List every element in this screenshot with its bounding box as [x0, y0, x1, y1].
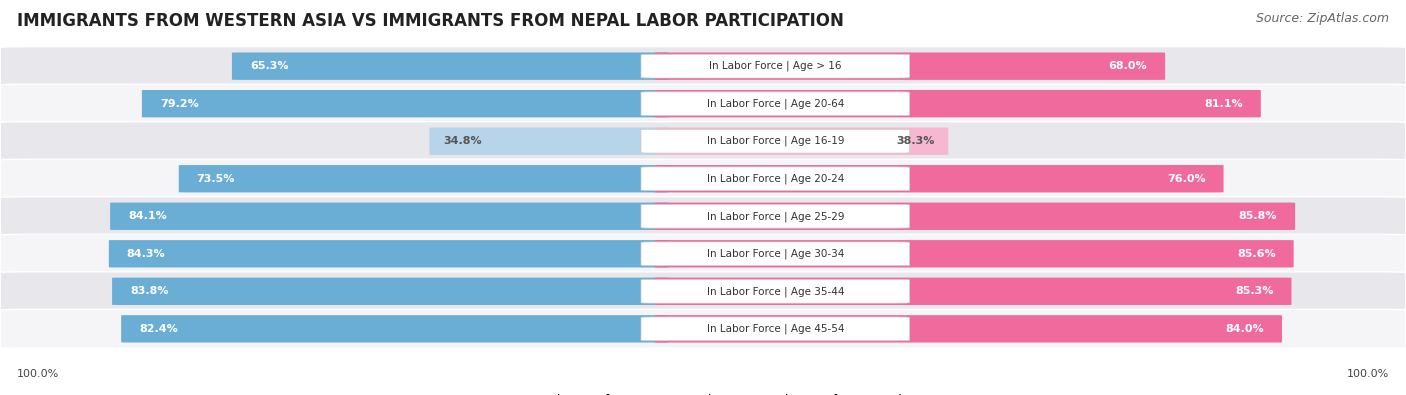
Text: IMMIGRANTS FROM WESTERN ASIA VS IMMIGRANTS FROM NEPAL LABOR PARTICIPATION: IMMIGRANTS FROM WESTERN ASIA VS IMMIGRAN… — [17, 12, 844, 30]
Text: 85.6%: 85.6% — [1237, 249, 1275, 259]
FancyBboxPatch shape — [110, 203, 669, 230]
Text: 84.3%: 84.3% — [127, 249, 166, 259]
Text: 100.0%: 100.0% — [1347, 369, 1389, 379]
FancyBboxPatch shape — [121, 315, 669, 342]
FancyBboxPatch shape — [641, 92, 910, 116]
FancyBboxPatch shape — [0, 122, 1406, 161]
FancyBboxPatch shape — [641, 279, 910, 303]
FancyBboxPatch shape — [0, 197, 1406, 236]
FancyBboxPatch shape — [179, 165, 669, 192]
Text: 73.5%: 73.5% — [197, 174, 235, 184]
Text: 68.0%: 68.0% — [1108, 61, 1147, 71]
FancyBboxPatch shape — [641, 54, 910, 78]
Text: 38.3%: 38.3% — [896, 136, 935, 146]
Text: In Labor Force | Age 20-24: In Labor Force | Age 20-24 — [707, 173, 844, 184]
Text: In Labor Force | Age 25-29: In Labor Force | Age 25-29 — [707, 211, 844, 222]
Text: In Labor Force | Age > 16: In Labor Force | Age > 16 — [709, 61, 842, 71]
FancyBboxPatch shape — [655, 278, 1292, 305]
FancyBboxPatch shape — [655, 240, 1294, 267]
FancyBboxPatch shape — [655, 315, 1282, 342]
FancyBboxPatch shape — [232, 53, 669, 80]
Text: 34.8%: 34.8% — [443, 136, 482, 146]
Text: Source: ZipAtlas.com: Source: ZipAtlas.com — [1256, 12, 1389, 25]
FancyBboxPatch shape — [0, 234, 1406, 273]
FancyBboxPatch shape — [641, 204, 910, 228]
FancyBboxPatch shape — [655, 128, 948, 155]
FancyBboxPatch shape — [0, 272, 1406, 311]
FancyBboxPatch shape — [108, 240, 669, 267]
FancyBboxPatch shape — [641, 167, 910, 191]
Legend: Immigrants from Western Asia, Immigrants from Nepal: Immigrants from Western Asia, Immigrants… — [505, 394, 901, 395]
FancyBboxPatch shape — [0, 47, 1406, 86]
Text: 81.1%: 81.1% — [1205, 99, 1243, 109]
Text: 84.1%: 84.1% — [128, 211, 167, 221]
Text: In Labor Force | Age 30-34: In Labor Force | Age 30-34 — [707, 248, 844, 259]
FancyBboxPatch shape — [0, 309, 1406, 348]
FancyBboxPatch shape — [641, 129, 910, 153]
Text: 76.0%: 76.0% — [1167, 174, 1206, 184]
FancyBboxPatch shape — [641, 242, 910, 266]
Text: In Labor Force | Age 16-19: In Labor Force | Age 16-19 — [707, 136, 844, 147]
FancyBboxPatch shape — [641, 317, 910, 341]
FancyBboxPatch shape — [112, 278, 669, 305]
Text: 84.0%: 84.0% — [1226, 324, 1264, 334]
FancyBboxPatch shape — [655, 53, 1166, 80]
FancyBboxPatch shape — [655, 165, 1223, 192]
FancyBboxPatch shape — [429, 128, 669, 155]
Text: 79.2%: 79.2% — [160, 99, 198, 109]
Text: 85.8%: 85.8% — [1239, 211, 1277, 221]
Text: 83.8%: 83.8% — [129, 286, 169, 296]
FancyBboxPatch shape — [655, 90, 1261, 117]
FancyBboxPatch shape — [0, 84, 1406, 123]
FancyBboxPatch shape — [655, 203, 1295, 230]
FancyBboxPatch shape — [0, 159, 1406, 198]
Text: 100.0%: 100.0% — [17, 369, 59, 379]
FancyBboxPatch shape — [142, 90, 669, 117]
Text: 82.4%: 82.4% — [139, 324, 177, 334]
Text: In Labor Force | Age 20-64: In Labor Force | Age 20-64 — [707, 98, 844, 109]
Text: 85.3%: 85.3% — [1236, 286, 1274, 296]
Text: In Labor Force | Age 35-44: In Labor Force | Age 35-44 — [707, 286, 844, 297]
Text: 65.3%: 65.3% — [250, 61, 288, 71]
Text: In Labor Force | Age 45-54: In Labor Force | Age 45-54 — [707, 324, 844, 334]
